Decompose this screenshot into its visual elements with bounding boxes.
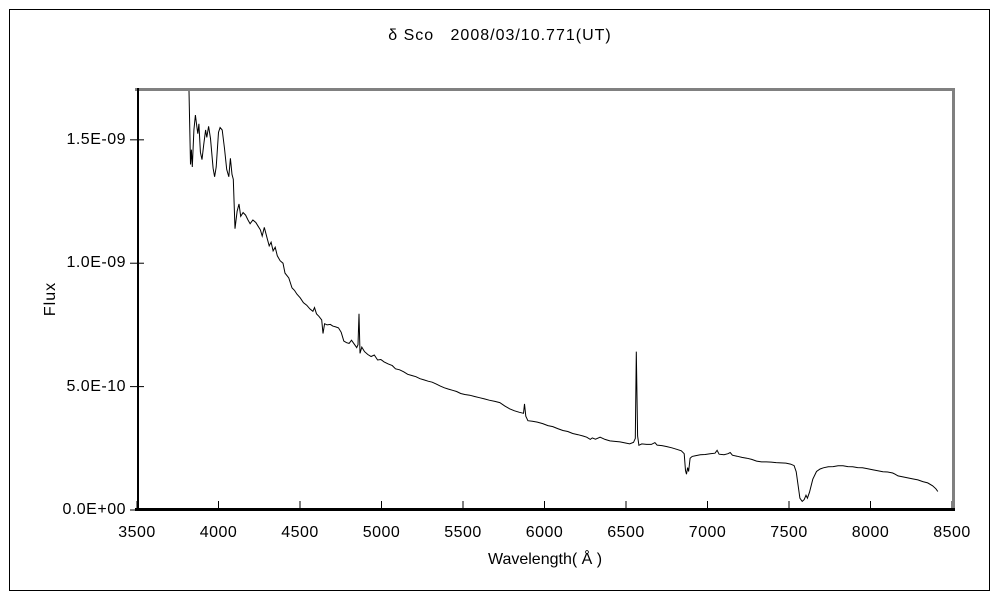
x-tick-label: 6000 — [525, 524, 564, 541]
y-tick-label: 1.0E-09 — [66, 254, 126, 272]
x-tick-label: 8000 — [851, 524, 890, 541]
x-tick-label: 8500 — [933, 524, 971, 541]
spectrum-curve — [188, 90, 939, 503]
x-tick-label: 4000 — [199, 524, 238, 541]
y-tick-label: 1.5E-09 — [66, 130, 126, 148]
x-tick-label: 5500 — [444, 524, 482, 541]
axis-ticks — [130, 139, 953, 511]
figure-border — [9, 9, 990, 591]
chart-title: δ Sco 2008/03/10.771(UT) — [388, 27, 612, 44]
plot-frame — [135, 88, 955, 511]
x-tick-label: 4500 — [281, 524, 319, 541]
spectrum-line — [188, 90, 939, 503]
y-tick-label: 5.0E-10 — [66, 377, 126, 395]
x-tick-label: 5000 — [362, 524, 401, 541]
y-tick-label: 0.0E+00 — [62, 501, 126, 518]
x-tick-label: 6500 — [607, 524, 645, 541]
x-tick-label: 7500 — [770, 524, 808, 541]
x-axis-title: Wavelength( Å ) — [487, 551, 603, 568]
x-tick-label: 7000 — [688, 524, 727, 541]
x-tick-label: 3500 — [118, 524, 156, 541]
